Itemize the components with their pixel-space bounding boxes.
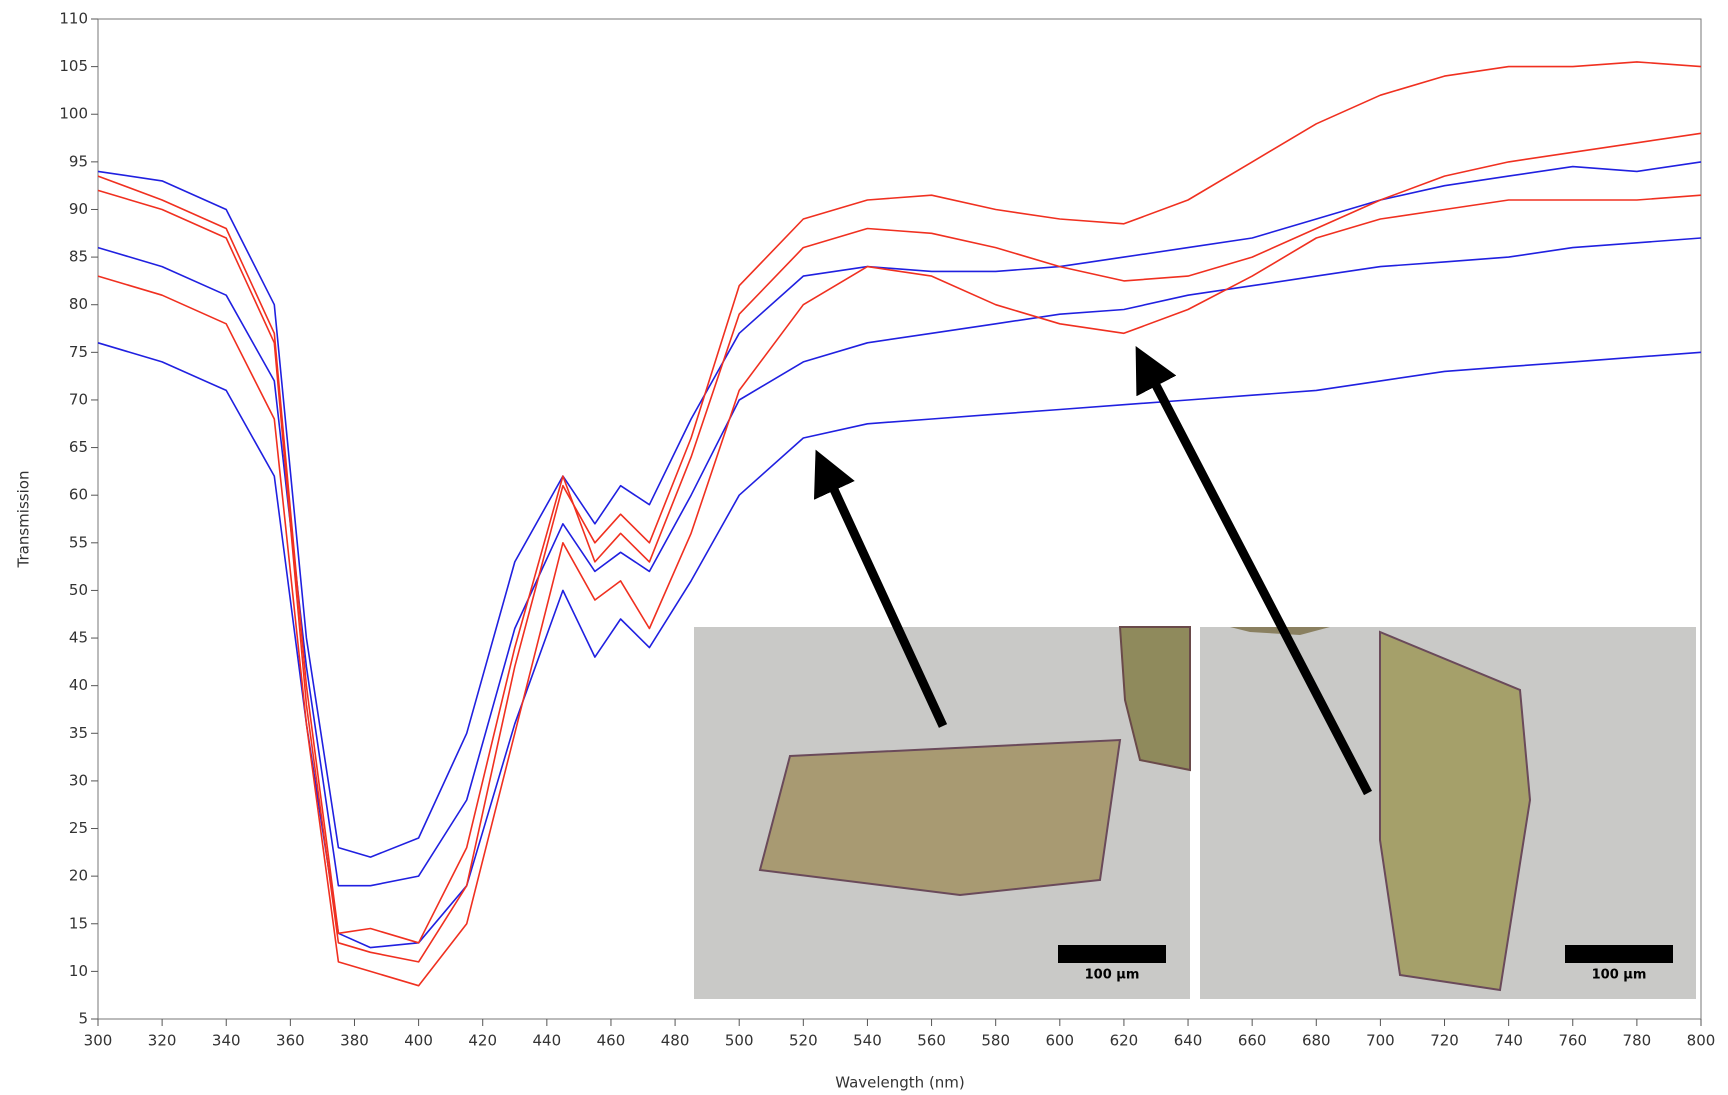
x-tick-label: 480: [661, 1032, 690, 1050]
inset-photo: 100 µm: [1200, 627, 1696, 999]
inset-photo: 100 µm: [694, 627, 1190, 999]
y-tick-label: 90: [69, 200, 88, 218]
scale-bar-label: 100 µm: [1085, 968, 1140, 983]
y-tick-label: 60: [69, 486, 88, 504]
x-axis-label: Wavelength (nm): [835, 1074, 965, 1092]
y-tick-label: 40: [69, 676, 88, 694]
y-tick-label: 105: [59, 57, 88, 75]
x-tick-label: 580: [981, 1032, 1010, 1050]
x-tick-label: 800: [1687, 1032, 1716, 1050]
x-tick-label: 340: [212, 1032, 241, 1050]
y-tick-label: 110: [59, 10, 88, 28]
x-tick-label: 620: [1110, 1032, 1139, 1050]
x-tick-label: 700: [1366, 1032, 1395, 1050]
x-tick-label: 540: [853, 1032, 882, 1050]
y-tick-label: 80: [69, 295, 88, 313]
x-tick-label: 300: [84, 1032, 113, 1050]
y-tick-label: 10: [69, 962, 88, 980]
y-tick-label: 75: [69, 343, 88, 361]
x-tick-label: 400: [404, 1032, 433, 1050]
y-tick-label: 55: [69, 533, 88, 551]
y-tick-label: 25: [69, 819, 88, 837]
x-tick-label: 740: [1494, 1032, 1523, 1050]
x-tick-label: 380: [340, 1032, 369, 1050]
chart: Wavelength (nm) Transmission 100 µm 100 …: [0, 0, 1728, 1095]
y-tick-label: 35: [69, 724, 88, 742]
x-tick-label: 520: [789, 1032, 818, 1050]
y-tick-label: 30: [69, 771, 88, 789]
x-tick-label: 360: [276, 1032, 305, 1050]
x-tick-label: 320: [148, 1032, 177, 1050]
x-tick-label: 420: [468, 1032, 497, 1050]
x-tick-label: 600: [1045, 1032, 1074, 1050]
x-tick-label: 640: [1174, 1032, 1203, 1050]
y-tick-label: 70: [69, 390, 88, 408]
x-tick-label: 680: [1302, 1032, 1331, 1050]
y-tick-label: 85: [69, 248, 88, 266]
x-tick-label: 660: [1238, 1032, 1267, 1050]
x-tick-label: 440: [533, 1032, 562, 1050]
x-tick-label: 780: [1623, 1032, 1652, 1050]
x-tick-label: 460: [597, 1032, 626, 1050]
y-axis-label: Transmission: [15, 471, 33, 569]
x-tick-label: 760: [1558, 1032, 1587, 1050]
y-tick-label: 65: [69, 438, 88, 456]
y-tick-label: 95: [69, 152, 88, 170]
y-tick-label: 5: [78, 1010, 88, 1028]
scale-bar-label: 100 µm: [1592, 968, 1647, 983]
y-tick-label: 100: [59, 105, 88, 123]
y-tick-label: 15: [69, 914, 88, 932]
x-tick-label: 500: [725, 1032, 754, 1050]
y-tick-label: 45: [69, 629, 88, 647]
x-tick-label: 720: [1430, 1032, 1459, 1050]
y-tick-label: 20: [69, 867, 88, 885]
x-tick-label: 560: [917, 1032, 946, 1050]
y-tick-label: 50: [69, 581, 88, 599]
